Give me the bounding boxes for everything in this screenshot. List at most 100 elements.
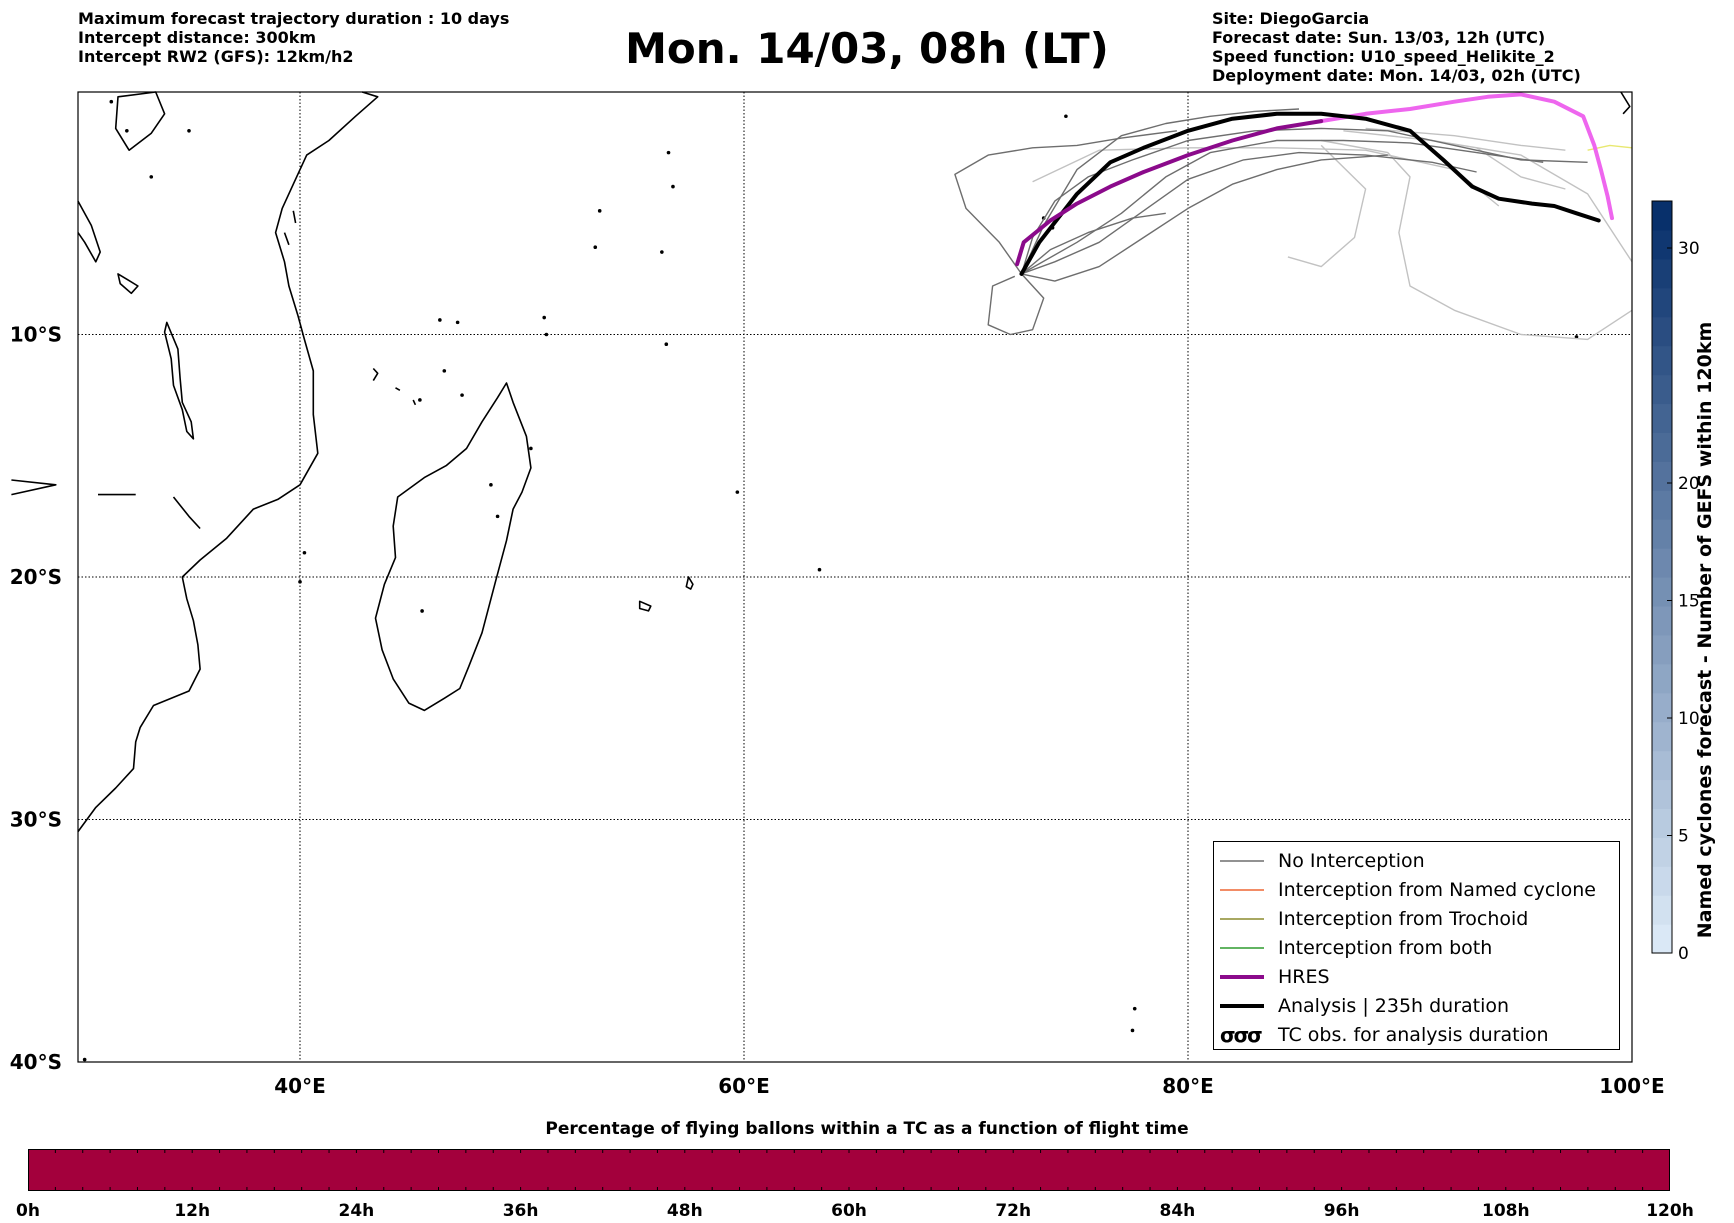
- island-dot: [544, 332, 549, 337]
- island-dot: [542, 315, 546, 320]
- island-dot: [418, 398, 422, 402]
- lon-tick-label: 60°E: [718, 1074, 770, 1098]
- island-dot: [442, 369, 447, 373]
- colorbar-segment: [1652, 663, 1672, 694]
- ensemble-track: [1020, 108, 1300, 275]
- lat-tick-label: 30°S: [10, 808, 62, 832]
- graticule: [78, 92, 1632, 1062]
- flight-time-tick-label: 0h: [16, 1201, 40, 1221]
- colorbar-segment: [1652, 548, 1672, 578]
- legend-label: Interception from Named cyclone: [1278, 878, 1596, 901]
- legend-swatch: [1220, 888, 1264, 891]
- header-info-left: Maximum forecast trajectory duration : 1…: [78, 9, 509, 66]
- lake-malawi: [163, 321, 195, 440]
- lat-tick-label: 20°S: [10, 565, 62, 589]
- island-dot: [660, 250, 664, 254]
- lat-tick-label: 10°S: [10, 323, 62, 347]
- max-duration-text: Maximum forecast trajectory duration : 1…: [78, 9, 510, 28]
- ensemble-track-light: [1287, 144, 1367, 268]
- hres-track-continuation: [1319, 92, 1614, 221]
- trajectories: [954, 92, 1633, 341]
- colorbar-tick-label: 15: [1678, 592, 1700, 612]
- lake-kariba: [11, 479, 57, 496]
- island-dot: [460, 393, 464, 397]
- colorbar-segment: [1652, 201, 1672, 231]
- legend-label: Interception from both: [1278, 936, 1493, 959]
- mauritius: [685, 576, 694, 590]
- island-dot: [420, 609, 424, 613]
- legend-swatch: [1220, 946, 1264, 949]
- colorbar-segment: [1652, 577, 1672, 607]
- colorbar-segment: [1652, 721, 1672, 752]
- legend: No Interception Interception from Named …: [1213, 841, 1620, 1050]
- ensemble-track-light: [1321, 139, 1633, 341]
- africa-coast: [77, 91, 379, 833]
- lake-tanganyika: [77, 200, 101, 263]
- legend-item-no-interception: No Interception: [1220, 846, 1619, 875]
- percentage-bar-title: Percentage of flying ballons within a TC…: [545, 1119, 1189, 1139]
- colorbar-segment: [1652, 605, 1672, 636]
- mayotte: [412, 399, 417, 406]
- ensemble-track: [1021, 154, 1388, 282]
- legend-label: Analysis | 235h duration: [1278, 994, 1510, 1017]
- colorbar-segment: [1652, 432, 1672, 462]
- island-dot: [529, 446, 533, 451]
- ensemble-track: [1021, 139, 1544, 275]
- comoros-b: [395, 387, 401, 391]
- island-dot: [187, 129, 191, 133]
- map-title: Mon. 14/03, 08h (LT): [625, 24, 1109, 73]
- ensemble-track: [954, 130, 1177, 275]
- island-dot: [109, 99, 114, 104]
- island-dot: [671, 184, 675, 189]
- legend-label: HRES: [1278, 965, 1330, 988]
- island-dot: [302, 550, 307, 555]
- colorbar-segment: [1652, 374, 1672, 405]
- island-dot: [495, 514, 500, 519]
- colorbar-segment: [1652, 808, 1672, 838]
- flight-time-tick-label: 36h: [503, 1201, 539, 1221]
- ensemble-track: [1020, 127, 1588, 275]
- lon-tick-label: 40°E: [274, 1074, 326, 1098]
- flight-time-tick-label: 72h: [995, 1201, 1031, 1221]
- lon-tick-label: 80°E: [1162, 1074, 1214, 1098]
- legend-label: TC obs. for analysis duration: [1278, 1023, 1549, 1046]
- ensemble-track: [1021, 212, 1166, 275]
- intercept-distance-text: Intercept distance: 300km: [78, 28, 317, 47]
- header-info-right: Site: DiegoGarcia Forecast date: Sun. 13…: [1212, 9, 1581, 85]
- colorbar-segment: [1652, 258, 1672, 289]
- percentage-bar: [28, 1149, 1670, 1191]
- legend-label: No Interception: [1278, 849, 1425, 872]
- colorbar-tick-label: 0: [1678, 944, 1689, 964]
- flight-time-tick-label: 24h: [339, 1201, 375, 1221]
- forecast-date-text: Forecast date: Sun. 13/03, 12h (UTC): [1212, 28, 1546, 47]
- colorbar-segment: [1652, 750, 1672, 781]
- flight-time-tick-label: 96h: [1324, 1201, 1360, 1221]
- legend-swatch: [1220, 1003, 1264, 1008]
- island-dot: [666, 150, 671, 155]
- island-dot: [664, 342, 669, 347]
- colorbar-segment: [1652, 779, 1672, 809]
- legend-item-both: Interception from both: [1220, 933, 1619, 962]
- map-frame: [77, 91, 1633, 1063]
- sri-lanka-tip: [1620, 91, 1631, 115]
- reunion: [638, 600, 652, 612]
- ensemble-track-light: [1343, 130, 1633, 263]
- flight-time-tick-label: 120h: [1646, 1201, 1694, 1221]
- legend-swatch: [1220, 859, 1264, 862]
- analysis-track: [1019, 111, 1601, 276]
- ensemble-track-light: [1476, 147, 1566, 190]
- island-dot: [817, 567, 822, 572]
- colorbar-frame: [1651, 200, 1673, 954]
- island-dot: [735, 490, 740, 494]
- colorbar-tick-label: 5: [1678, 827, 1689, 847]
- island-dot: [298, 580, 302, 584]
- lake-rukwa: [117, 273, 139, 295]
- colorbar-segment: [1652, 461, 1672, 491]
- comoros-a: [372, 367, 379, 382]
- colorbar-segment: [1652, 316, 1672, 347]
- legend-item-analysis: Analysis | 235h duration: [1220, 991, 1619, 1020]
- colorbar-segment: [1652, 895, 1672, 925]
- speed-function-text: Speed function: U10_speed_Helikite_2: [1212, 47, 1555, 66]
